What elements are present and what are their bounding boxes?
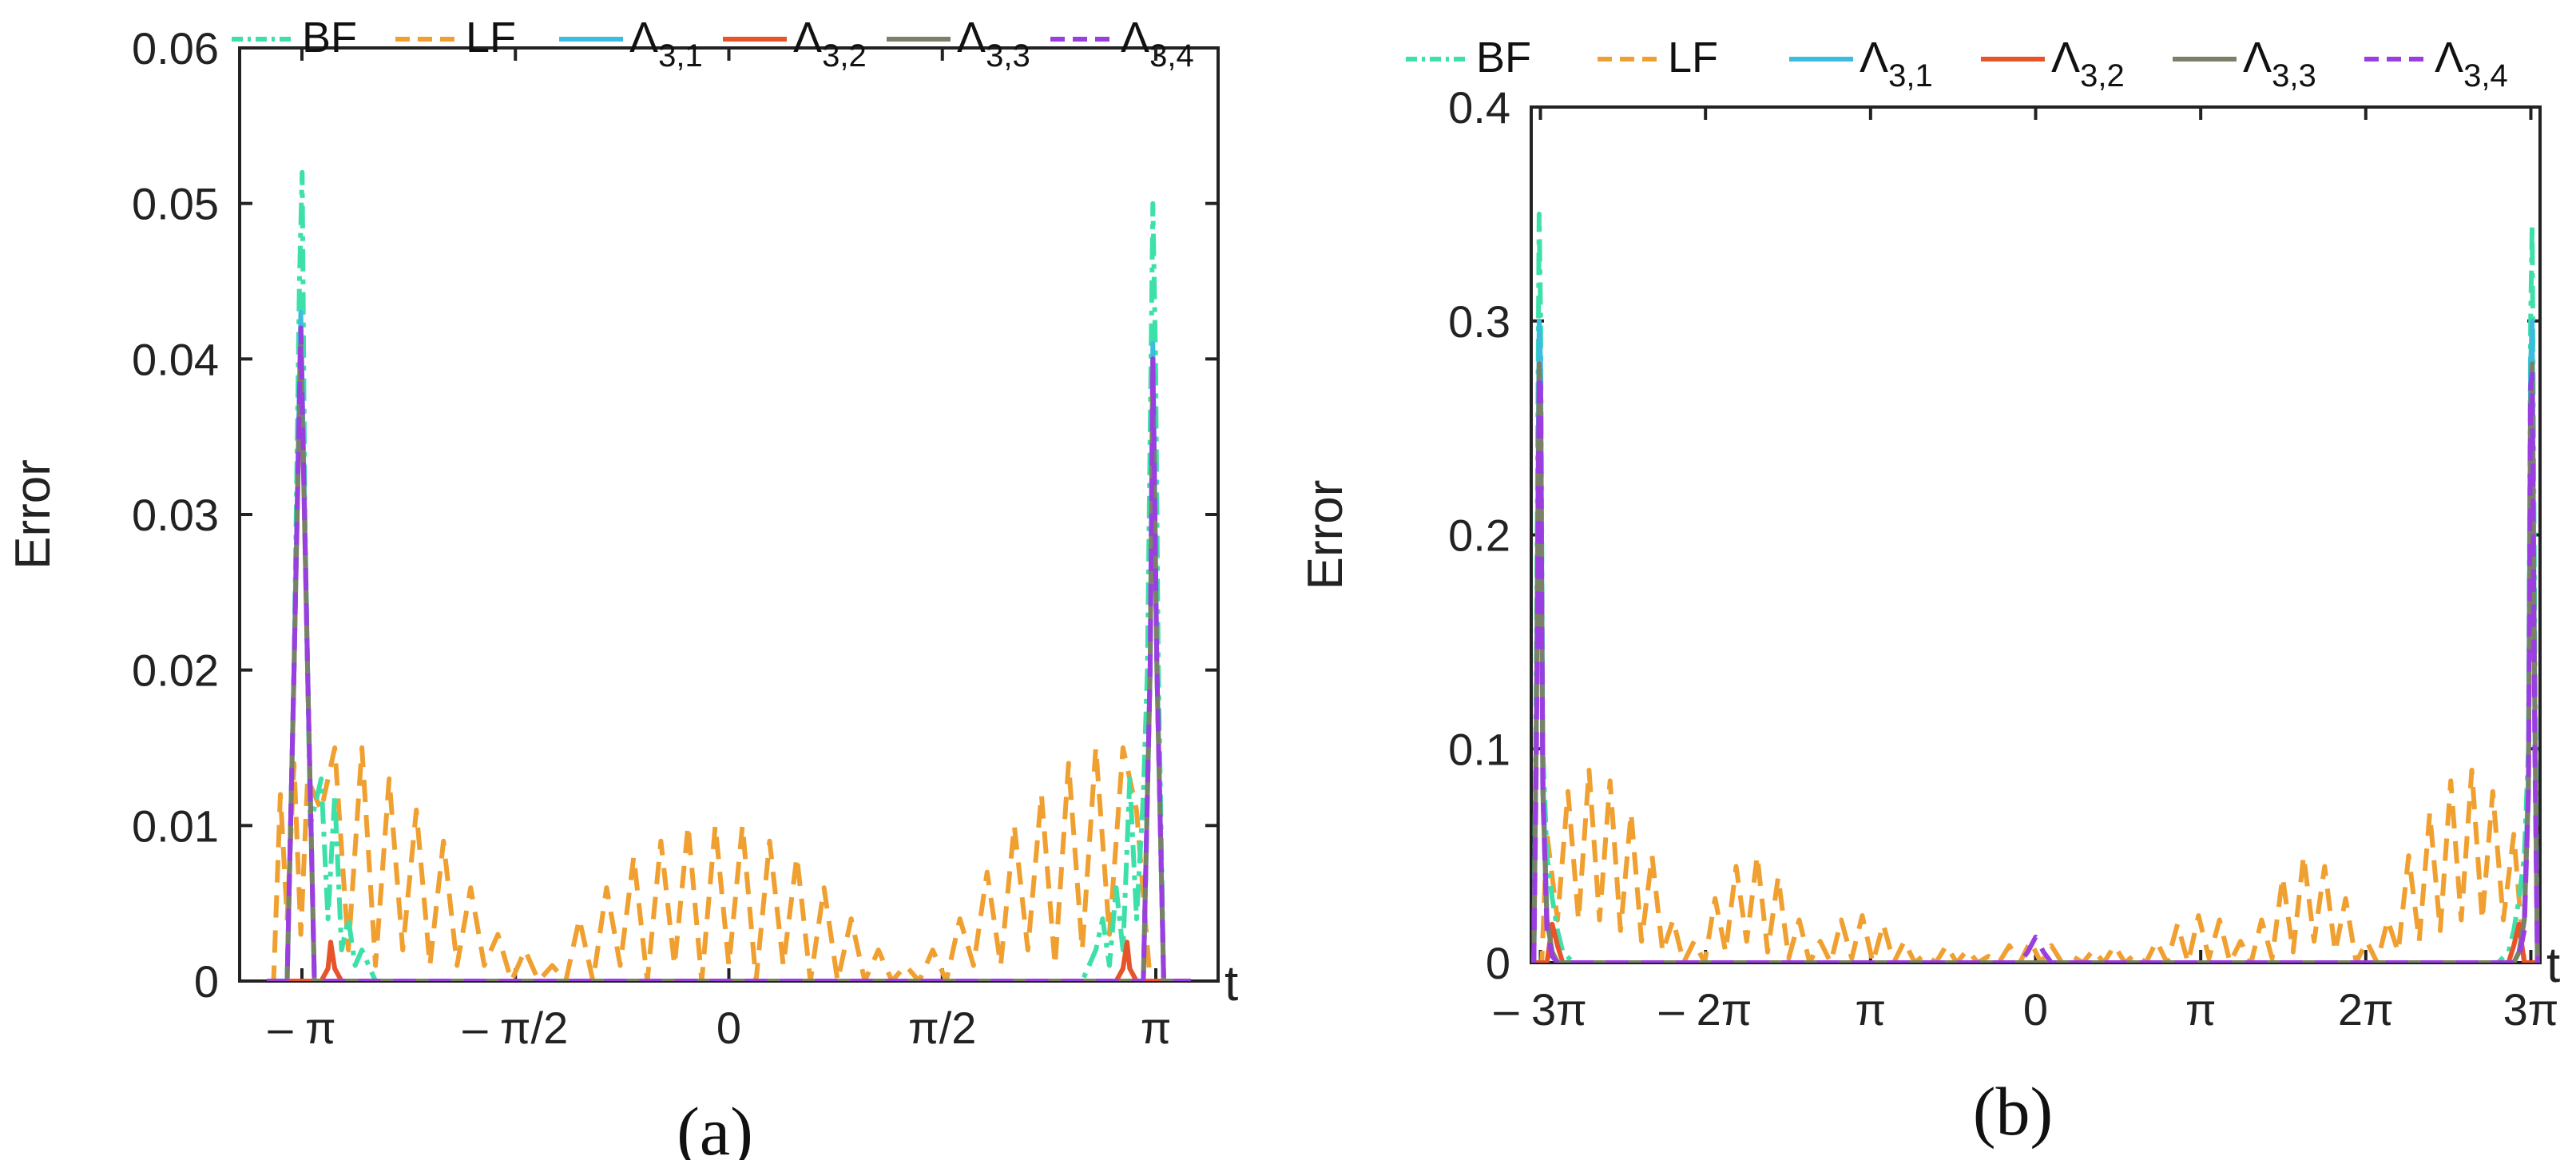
x-tick-label: 0 — [716, 1003, 741, 1053]
series-line-l33 — [1531, 361, 2540, 963]
legend-subscript: 3,2 — [822, 38, 867, 73]
y-axis-title: Error — [1298, 480, 1353, 590]
x-tick-label: 3π — [2503, 984, 2559, 1035]
y-tick-label: 0 — [194, 956, 219, 1007]
legend-subscript: 3,4 — [1149, 38, 1194, 73]
series-line-l34 — [267, 325, 1191, 981]
legend-label-l31: Λ3,1 — [1860, 34, 1933, 93]
y-tick-label: 0.4 — [1448, 82, 1510, 133]
y-tick-label: 0.01 — [132, 800, 219, 851]
y-tick-label: 0.03 — [132, 490, 219, 540]
x-axis-title: t — [2546, 938, 2560, 993]
panel-label: (b) — [1973, 1073, 2053, 1150]
legend-label-l33: Λ3,3 — [2243, 34, 2316, 93]
series-line-bf — [267, 169, 1191, 981]
legend-label-bf: BF — [302, 14, 357, 62]
y-tick-label: 0.3 — [1448, 296, 1510, 347]
x-tick-label: – 3π — [1494, 984, 1586, 1035]
legend-label-l34: Λ3,4 — [2435, 34, 2508, 93]
y-tick-label: 0.1 — [1448, 724, 1510, 774]
y-tick-label: 0.05 — [132, 179, 219, 229]
x-tick-label: π — [2185, 984, 2217, 1035]
x-tick-label: – π — [268, 1003, 335, 1053]
x-tick-label: π — [1856, 984, 1887, 1035]
legend-label-l31: Λ3,1 — [629, 14, 703, 73]
series-line-lf — [267, 745, 1164, 981]
x-tick-label: – π/2 — [462, 1003, 568, 1053]
y-tick-label: 0 — [1486, 938, 1510, 988]
series-line-l32 — [267, 940, 1191, 981]
series-line-l31 — [267, 309, 1191, 981]
series-line-l31 — [1531, 318, 2540, 963]
y-tick-label: 0.2 — [1448, 510, 1510, 561]
panel-label: (a) — [677, 1093, 752, 1160]
legend-subscript: 3,3 — [986, 38, 1030, 73]
y-tick-label: 0.04 — [132, 334, 219, 384]
y-tick-label: 0.02 — [132, 646, 219, 696]
series-line-l33 — [267, 340, 1191, 981]
x-tick-label: π — [1141, 1003, 1172, 1053]
legend-label-l33: Λ3,3 — [957, 14, 1030, 73]
y-tick-label: 0.06 — [132, 23, 219, 73]
y-axis-title: Error — [6, 459, 61, 570]
x-axis-title: t — [1224, 956, 1238, 1011]
plot-frame — [1530, 105, 2542, 964]
series-line-lf — [1531, 768, 2540, 963]
x-tick-label: 0 — [2023, 984, 2048, 1035]
x-tick-label: π/2 — [908, 1003, 976, 1053]
panel-b: 0 0.1 0.2 0.3 0.4 – 3π – 2π π 0 π 2π 3πt Error BF LF Λ3… — [1298, 34, 2560, 1150]
x-tick-label: – 2π — [1659, 984, 1752, 1035]
series-line-bf — [1531, 211, 2540, 963]
series-line-l34 — [1531, 371, 2540, 963]
legend-label-lf: LF — [466, 14, 516, 62]
plot-frame — [238, 46, 1220, 983]
panel-a: 0 0.01 0.02 0.03 0.04 0.05 0.06 – π – π/2 0 π/2 π t E… — [6, 14, 1238, 1160]
x-tick-label: 2π — [2338, 984, 2394, 1035]
legend-subscript: 3,1 — [1888, 58, 1933, 93]
legend-label-lf: LF — [1668, 34, 1718, 81]
legend-subscript: 3,4 — [2463, 58, 2508, 93]
legend-subscript: 3,1 — [658, 38, 703, 73]
legend-subscript: 3,2 — [2080, 58, 2125, 93]
series-group — [267, 169, 1191, 981]
series-group — [1531, 211, 2540, 963]
legend-subscript: 3,3 — [2272, 58, 2316, 93]
legend-label-l32: Λ3,2 — [793, 14, 867, 73]
legend-label-l34: Λ3,4 — [1121, 14, 1194, 73]
legend-label-l32: Λ3,2 — [2051, 34, 2125, 93]
legend-label-bf: BF — [1476, 34, 1531, 81]
